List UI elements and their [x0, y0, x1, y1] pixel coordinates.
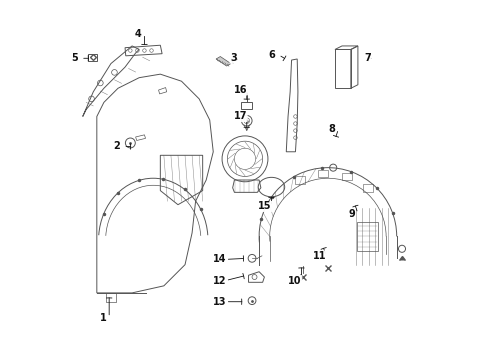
Text: 8: 8	[329, 124, 336, 134]
Text: 13: 13	[213, 297, 226, 307]
Polygon shape	[216, 57, 231, 66]
Text: 3: 3	[230, 53, 237, 63]
Text: 1: 1	[99, 312, 106, 323]
Text: 7: 7	[364, 53, 371, 63]
Text: 14: 14	[213, 255, 226, 264]
Text: 2: 2	[114, 141, 121, 152]
Text: 4: 4	[135, 28, 142, 39]
Text: 12: 12	[213, 275, 226, 285]
Text: 10: 10	[288, 275, 302, 285]
Text: 11: 11	[313, 251, 326, 261]
Text: 17: 17	[234, 112, 247, 121]
Text: 5: 5	[71, 53, 78, 63]
Text: 9: 9	[348, 208, 355, 219]
Text: 16: 16	[234, 85, 247, 95]
Text: 15: 15	[258, 202, 272, 211]
Text: 6: 6	[269, 50, 275, 60]
